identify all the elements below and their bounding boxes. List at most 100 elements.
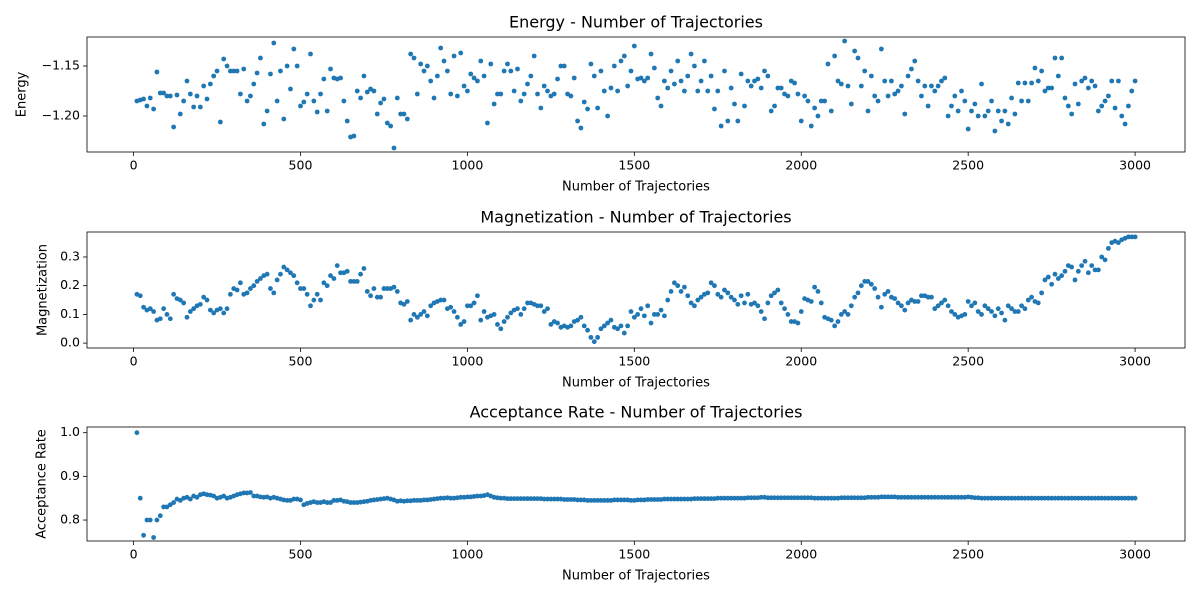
data-point [1099, 495, 1105, 501]
data-point [688, 51, 694, 57]
data-point [1055, 73, 1061, 79]
data-point [768, 495, 774, 501]
data-point [1005, 303, 1011, 309]
data-point [735, 495, 741, 501]
data-point [501, 319, 507, 324]
data-point [685, 73, 691, 79]
data-point [308, 51, 313, 57]
data-point [905, 73, 911, 79]
data-point [448, 495, 454, 501]
data-point [354, 278, 360, 284]
data-point [251, 81, 257, 87]
data-point [1069, 111, 1075, 117]
data-point [211, 310, 217, 316]
data-point [919, 494, 924, 500]
data-point [848, 101, 854, 107]
data-point [468, 303, 474, 309]
data-point [979, 81, 984, 87]
data-point [251, 283, 257, 289]
data-point [311, 297, 317, 303]
data-point [164, 93, 170, 99]
data-point [518, 98, 524, 104]
x-tick-label: 500 [289, 354, 313, 369]
data-point [411, 55, 417, 61]
data-point [338, 270, 343, 276]
data-point [992, 495, 998, 501]
data-point [959, 494, 964, 500]
data-point [541, 496, 547, 502]
data-point [358, 95, 363, 101]
data-point [167, 316, 173, 322]
data-point [985, 108, 991, 114]
data-point [919, 93, 924, 99]
data-point [999, 118, 1004, 124]
data-point [291, 46, 297, 52]
data-point [1065, 103, 1071, 109]
data-point [1132, 78, 1138, 84]
data-point [498, 495, 504, 501]
data-point [925, 103, 931, 109]
data-point [919, 293, 924, 299]
data-point [211, 73, 217, 79]
y-axis-label: Energy [15, 71, 30, 117]
data-point [521, 496, 527, 502]
data-point [782, 495, 787, 501]
data-point [635, 312, 641, 317]
data-point [661, 78, 667, 84]
data-point [1042, 495, 1048, 501]
data-point [434, 73, 440, 79]
data-point [608, 317, 614, 323]
data-point [892, 296, 898, 302]
data-point [661, 496, 667, 502]
data-point [1095, 495, 1101, 501]
data-point [141, 96, 146, 102]
data-point [151, 309, 157, 314]
data-point [475, 493, 480, 499]
data-point [588, 497, 594, 503]
data-point [772, 103, 777, 109]
data-point [718, 294, 724, 300]
data-point [828, 317, 834, 323]
data-point [465, 303, 470, 309]
data-point [655, 312, 661, 317]
x-tick-label: 500 [289, 158, 313, 173]
data-point [651, 497, 657, 502]
data-point [728, 85, 734, 91]
data-point [1042, 88, 1048, 94]
data-point [832, 323, 838, 329]
data-point [641, 313, 647, 319]
data-point [1099, 103, 1105, 109]
data-point [989, 98, 994, 104]
data-point [935, 83, 941, 89]
data-point [1045, 85, 1051, 91]
data-point [792, 80, 797, 86]
data-point [197, 104, 203, 110]
data-point [765, 495, 771, 501]
data-point [615, 497, 621, 503]
data-point [528, 73, 534, 79]
data-point [651, 65, 657, 71]
data-point [628, 309, 634, 314]
data-point [772, 495, 777, 501]
data-point [568, 323, 574, 329]
data-point [1055, 495, 1061, 501]
data-point [248, 490, 253, 495]
data-point [501, 68, 507, 74]
data-point [838, 312, 844, 317]
data-point [1126, 495, 1131, 501]
data-point [448, 91, 454, 97]
data-point [725, 118, 731, 124]
data-point [281, 264, 287, 270]
x-tick-label: 1500 [618, 547, 650, 562]
data-point [217, 306, 223, 312]
data-point [568, 93, 574, 99]
y-tick-label: 0.1 [60, 306, 80, 321]
data-point [461, 319, 467, 324]
data-point [421, 68, 427, 74]
y-tick-label: −1.15 [42, 58, 80, 73]
data-point [1082, 75, 1088, 81]
data-point [555, 76, 560, 82]
data-point [882, 291, 888, 297]
data-point [1109, 78, 1115, 84]
